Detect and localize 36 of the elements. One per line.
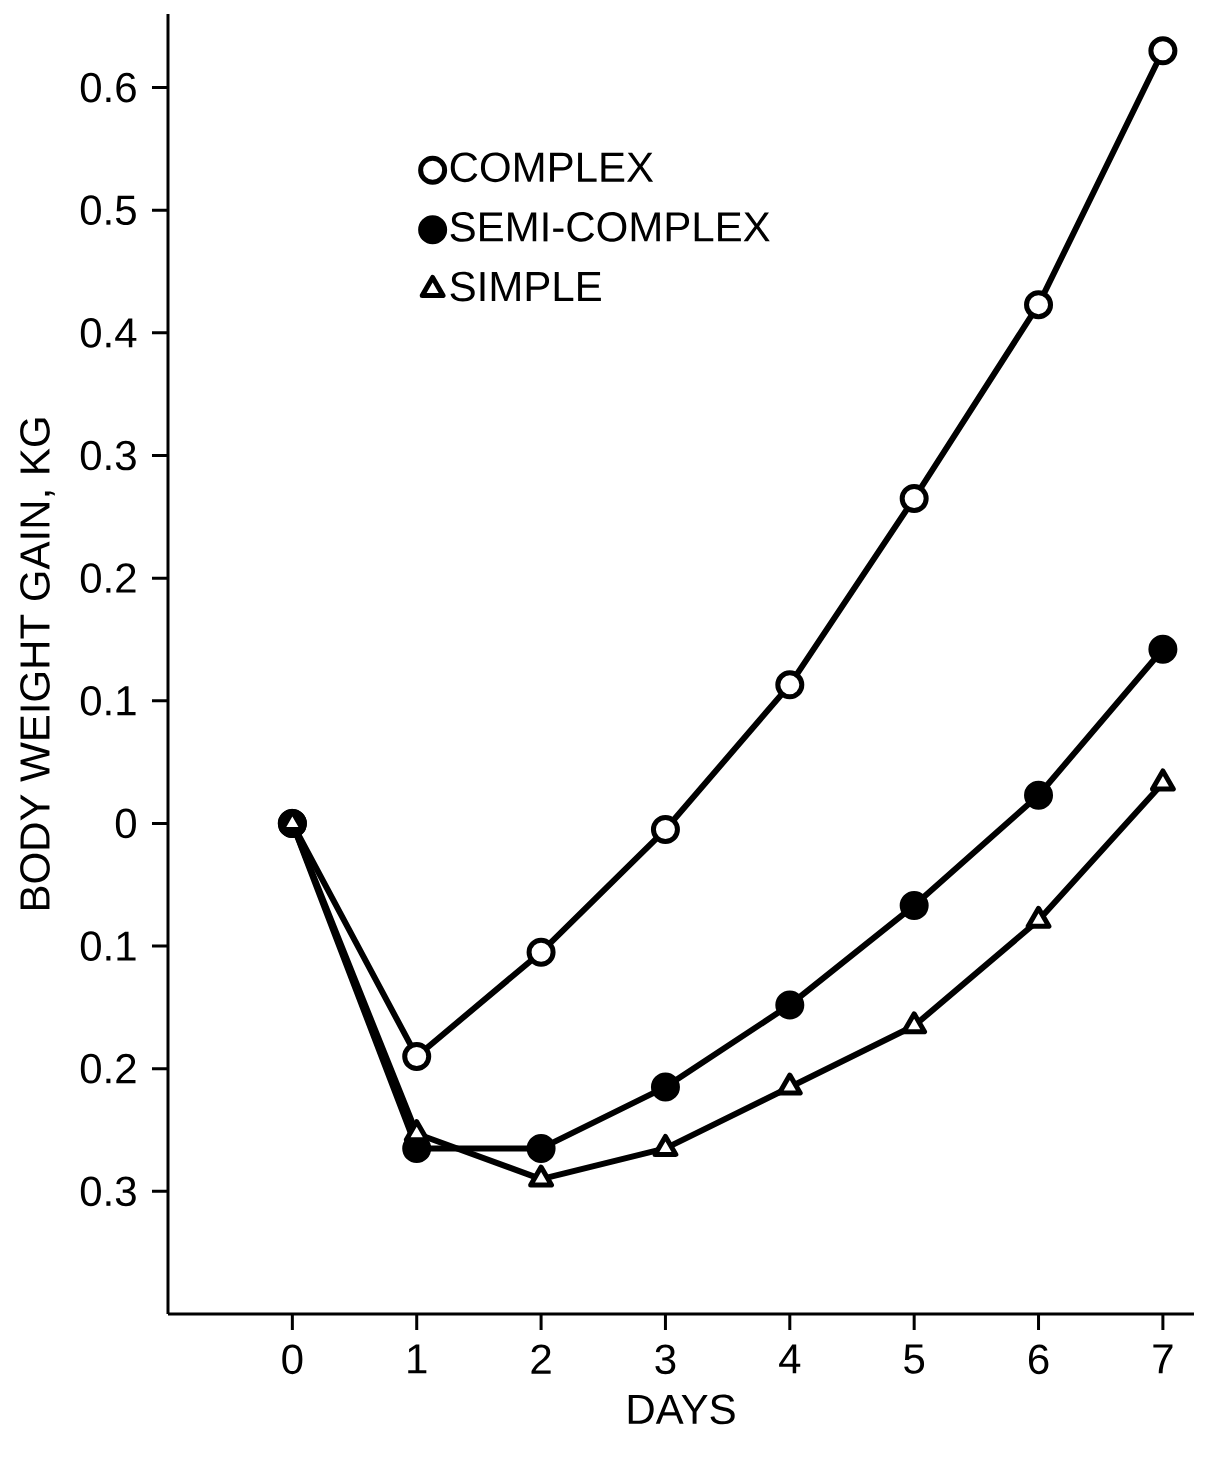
- point: [650, 1072, 680, 1102]
- y-tick-label: 0.1: [80, 931, 136, 961]
- x-tick-label: 5: [904, 1344, 925, 1374]
- point: [402, 1041, 432, 1071]
- point: [1024, 780, 1054, 810]
- point: [899, 891, 929, 921]
- point: [526, 937, 556, 967]
- y-tick-label: 0.2: [80, 563, 136, 594]
- y-tick-label: 0.3: [80, 440, 136, 471]
- x-tick-label: 6: [1028, 1344, 1049, 1375]
- point: [1148, 36, 1178, 66]
- x-tick-label: 3: [655, 1344, 676, 1375]
- x-tick-label: 2: [531, 1344, 551, 1374]
- point: [650, 815, 680, 845]
- legend-label: SIMPLE: [450, 271, 601, 302]
- y-tick-label: 0.6: [80, 72, 136, 103]
- y-tick-label: 0.3: [80, 1176, 136, 1207]
- point: [1148, 634, 1178, 664]
- x-tick-label: 4: [779, 1344, 801, 1374]
- point: [1024, 290, 1054, 320]
- x-tick-label: 0: [282, 1344, 303, 1375]
- legend-label: COMPLEX: [450, 152, 654, 183]
- x-tick-label: 1: [408, 1344, 427, 1374]
- y-tick-label: 0.2: [80, 1053, 136, 1084]
- legend-label: SEMI-COMPLEX: [450, 212, 770, 242]
- y-axis-title: BODY WEIGHT GAIN, KG: [20, 418, 55, 910]
- point: [775, 670, 805, 700]
- x-tick-label: 7: [1153, 1344, 1173, 1374]
- point: [526, 1133, 556, 1163]
- y-tick-label: 0.1: [80, 685, 136, 716]
- x-axis-title: DAYS: [628, 1394, 735, 1425]
- y-tick-label: 0.4: [80, 318, 137, 348]
- point: [899, 483, 929, 513]
- point: [775, 990, 805, 1020]
- y-tick-label: 0: [115, 808, 136, 839]
- y-tick-label: 0.5: [80, 195, 136, 226]
